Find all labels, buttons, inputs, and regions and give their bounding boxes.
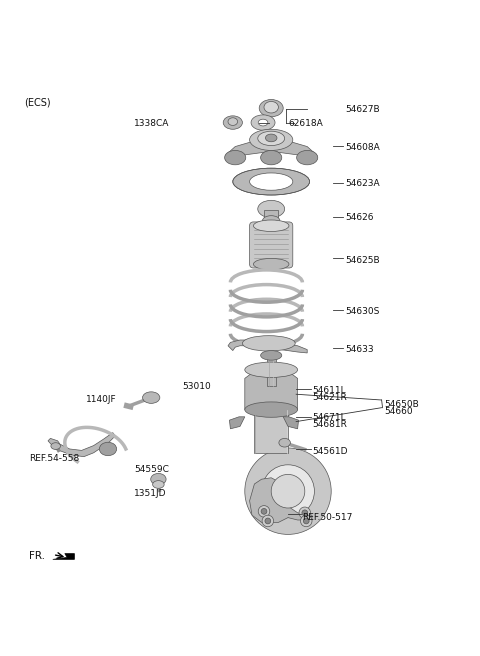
- Text: FR.: FR.: [29, 551, 45, 561]
- Text: 54681R: 54681R: [312, 420, 347, 430]
- Ellipse shape: [300, 515, 312, 527]
- Text: 54608A: 54608A: [346, 144, 380, 152]
- Ellipse shape: [261, 508, 267, 514]
- Text: 54561D: 54561D: [312, 447, 348, 456]
- Ellipse shape: [297, 150, 318, 165]
- Ellipse shape: [233, 168, 310, 195]
- Ellipse shape: [245, 448, 331, 535]
- Text: REF.50-517: REF.50-517: [302, 513, 353, 522]
- Text: REF.54-558: REF.54-558: [0, 655, 1, 656]
- FancyBboxPatch shape: [250, 222, 293, 268]
- Ellipse shape: [302, 510, 308, 516]
- Ellipse shape: [253, 258, 289, 270]
- Text: 53010: 53010: [182, 382, 211, 391]
- Ellipse shape: [223, 116, 242, 129]
- Ellipse shape: [153, 481, 164, 488]
- Text: REF.50-517: REF.50-517: [0, 655, 1, 656]
- Ellipse shape: [258, 119, 268, 126]
- Text: 1351JD: 1351JD: [134, 489, 167, 498]
- Ellipse shape: [245, 402, 298, 417]
- Ellipse shape: [51, 443, 60, 449]
- Ellipse shape: [258, 131, 285, 146]
- Polygon shape: [229, 417, 245, 429]
- Polygon shape: [226, 136, 317, 160]
- Text: 54630S: 54630S: [346, 307, 380, 316]
- Polygon shape: [228, 340, 307, 353]
- Text: REF.54-558: REF.54-558: [29, 454, 79, 463]
- Ellipse shape: [265, 134, 277, 142]
- Ellipse shape: [250, 129, 293, 150]
- Ellipse shape: [99, 442, 117, 456]
- Polygon shape: [48, 433, 115, 457]
- Polygon shape: [250, 478, 312, 522]
- Text: (ECS): (ECS): [24, 97, 50, 108]
- Ellipse shape: [143, 392, 160, 403]
- Ellipse shape: [258, 200, 285, 218]
- Ellipse shape: [303, 518, 309, 524]
- Ellipse shape: [271, 474, 305, 508]
- Ellipse shape: [262, 515, 274, 527]
- Ellipse shape: [279, 438, 290, 447]
- Ellipse shape: [264, 102, 278, 113]
- Polygon shape: [245, 369, 298, 409]
- Text: 54621R: 54621R: [312, 393, 347, 402]
- Text: 54633: 54633: [346, 345, 374, 354]
- Ellipse shape: [151, 474, 166, 485]
- Ellipse shape: [259, 100, 283, 117]
- Ellipse shape: [228, 118, 238, 125]
- Ellipse shape: [299, 507, 311, 518]
- Text: 54660: 54660: [384, 407, 413, 415]
- Text: 54650B: 54650B: [384, 400, 419, 409]
- Text: 1140JF: 1140JF: [86, 394, 117, 403]
- Polygon shape: [283, 417, 299, 429]
- Ellipse shape: [242, 336, 295, 351]
- Text: 54627B: 54627B: [346, 105, 380, 114]
- Ellipse shape: [251, 115, 275, 131]
- Ellipse shape: [261, 350, 282, 360]
- Ellipse shape: [258, 506, 270, 517]
- Ellipse shape: [263, 216, 280, 225]
- FancyBboxPatch shape: [254, 409, 288, 453]
- Text: 54671L: 54671L: [312, 413, 346, 422]
- Text: 1338CA: 1338CA: [134, 119, 170, 129]
- Ellipse shape: [250, 173, 293, 190]
- Text: 54623A: 54623A: [346, 180, 380, 188]
- Text: 54611L: 54611L: [312, 386, 346, 395]
- Ellipse shape: [262, 465, 314, 518]
- Text: 62618A: 62618A: [288, 119, 323, 129]
- Text: 54626: 54626: [346, 213, 374, 222]
- FancyBboxPatch shape: [264, 210, 278, 220]
- Polygon shape: [53, 554, 74, 560]
- Ellipse shape: [265, 518, 271, 524]
- Ellipse shape: [253, 220, 289, 232]
- Ellipse shape: [225, 150, 246, 165]
- Text: 54559C: 54559C: [134, 465, 169, 474]
- Ellipse shape: [261, 150, 282, 165]
- Ellipse shape: [245, 362, 298, 377]
- Text: 54625B: 54625B: [346, 256, 380, 265]
- FancyBboxPatch shape: [267, 354, 276, 386]
